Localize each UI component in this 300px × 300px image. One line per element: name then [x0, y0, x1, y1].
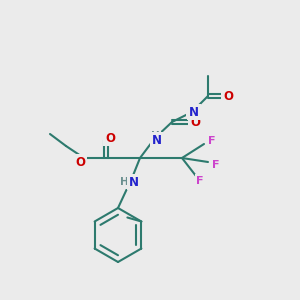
- Text: N: N: [152, 134, 162, 146]
- Text: N: N: [129, 176, 139, 188]
- Text: H: H: [188, 105, 196, 115]
- Text: O: O: [75, 155, 85, 169]
- Text: H: H: [120, 177, 128, 187]
- Text: N: N: [189, 106, 199, 118]
- Text: H: H: [151, 131, 159, 141]
- Text: F: F: [212, 160, 220, 170]
- Text: O: O: [190, 116, 200, 128]
- Text: O: O: [105, 131, 115, 145]
- Text: F: F: [196, 176, 204, 186]
- Text: F: F: [208, 136, 216, 146]
- Text: O: O: [223, 89, 233, 103]
